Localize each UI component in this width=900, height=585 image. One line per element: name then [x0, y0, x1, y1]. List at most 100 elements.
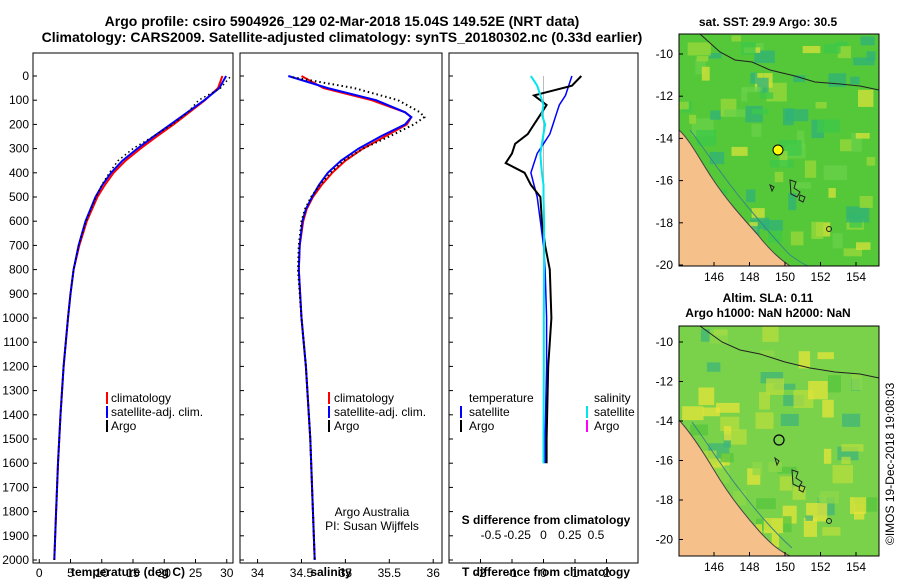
- map-color-patch: [790, 231, 804, 246]
- difference-xlabel: T difference from climatology: [462, 565, 630, 579]
- temperature-series: [53, 75, 231, 561]
- legend-climatology-label: climatology: [334, 391, 394, 405]
- map-color-patch: [768, 462, 782, 472]
- depth-tick-label: 1900: [2, 529, 29, 543]
- depth-tick-label: 1300: [2, 384, 29, 398]
- sla-north-coast: [699, 325, 880, 379]
- sla-map: [678, 325, 880, 557]
- map-color-patch: [731, 35, 741, 42]
- sst-lat-label: -12: [656, 89, 674, 103]
- map-color-patch: [741, 88, 748, 102]
- salinity-tick-label: 34.5: [290, 566, 314, 580]
- credit-line2: PI: Susan Wijffels: [325, 519, 419, 533]
- satellite-adj-clim--line: [288, 75, 413, 561]
- depth-tick-label: 400: [9, 166, 29, 180]
- map-color-patch: [817, 352, 834, 360]
- s-difference-tick-label: -0.25: [504, 528, 532, 542]
- depth-tick-label: 1100: [3, 335, 29, 349]
- sst-argo-position: [772, 144, 784, 156]
- legend-argo-label: Argo: [111, 419, 137, 433]
- sla-map-frame: [678, 325, 880, 557]
- map-color-patch: [716, 402, 740, 413]
- map-color-patch: [696, 56, 709, 62]
- sla-reef-circle: [826, 518, 832, 524]
- salinity-panel-frame: [239, 52, 443, 564]
- map-color-patch: [850, 76, 860, 85]
- legend-s-satellite-label: satellite: [594, 405, 635, 419]
- map-color-patch: [843, 248, 862, 257]
- sst-lon-label: 148: [739, 270, 759, 284]
- map-color-patch: [788, 193, 797, 211]
- legend-t-satellite-label: satellite: [469, 405, 510, 419]
- sst-reef-circle: [826, 226, 832, 232]
- map-color-patch: [793, 75, 806, 83]
- sla-lon-label: 154: [846, 560, 866, 574]
- map-color-patch: [860, 36, 875, 46]
- temperature-x-axis: 0 5 10 15 20 25 30: [36, 559, 234, 580]
- sla-lat-label: -16: [656, 454, 674, 468]
- map-color-patch: [802, 46, 821, 54]
- map-color-patch: [751, 208, 765, 220]
- map-color-patch: [695, 58, 706, 75]
- temperature-tick-label: 0: [36, 566, 43, 580]
- map-color-patch: [859, 196, 873, 208]
- sst-lat-label: -20: [656, 258, 674, 272]
- map-color-patch: [855, 133, 870, 139]
- depth-tick-label: 600: [9, 214, 29, 228]
- map-color-patch: [723, 434, 731, 448]
- climatology-line: [297, 75, 413, 561]
- map-color-patch: [759, 392, 770, 410]
- map-color-patch: [851, 133, 862, 152]
- map-color-patch: [750, 217, 770, 229]
- map-color-patch: [709, 151, 725, 165]
- temperature-tick-label: 30: [220, 566, 234, 580]
- map-color-patch: [723, 109, 746, 117]
- difference-legend: temperature satellite Argo salinity sate…: [460, 391, 635, 527]
- depth-tick-label: 2000: [2, 553, 29, 567]
- map-color-patch: [866, 51, 876, 61]
- temperature-tick-label: 20: [158, 566, 172, 580]
- depth-tick-label: 300: [9, 142, 29, 156]
- sla-reefs: [774, 456, 806, 493]
- depth-tick-label: 200: [9, 117, 29, 131]
- map-color-patch: [828, 188, 836, 198]
- depth-axis: 0 100 200 300 400 500 600 700 800 900 1000 1100 1200…: [2, 69, 453, 567]
- map-color-patch: [730, 429, 747, 445]
- map-color-patch: [853, 57, 875, 66]
- map-color-patch: [841, 444, 864, 452]
- sla-lon-label: 152: [810, 560, 830, 574]
- difference-tick-label: -1: [507, 566, 518, 580]
- temperature-tick-label: 10: [95, 566, 109, 580]
- difference-tick-label: 2: [603, 566, 610, 580]
- map-color-patch: [755, 412, 774, 429]
- legend-satellite-label: satellite-adj. clim.: [334, 405, 426, 419]
- salinity-legend: climatology satellite-adj. clim. Argo Ar…: [325, 391, 426, 533]
- map-color-patch: [723, 426, 732, 441]
- map-color-patch: [815, 102, 827, 109]
- depth-tick-label: 1500: [2, 432, 29, 446]
- depth-tick-label: 1000: [2, 311, 29, 325]
- map-color-patch: [858, 89, 874, 107]
- sst-map-title: sat. SST: 29.9 Argo: 30.5: [699, 15, 838, 29]
- s-difference-tick-label: 0.25: [558, 528, 582, 542]
- map-color-patch: [731, 146, 748, 156]
- temperature-satellite-line: [530, 75, 573, 464]
- map-color-patch: [803, 517, 817, 537]
- sst-lon-label: 152: [810, 270, 830, 284]
- map-color-patch: [771, 532, 779, 548]
- legend-t-argo-label: Argo: [469, 419, 495, 433]
- map-color-patch: [780, 413, 799, 426]
- figure-title-line1: Argo profile: csiro 5904926_129 02-Mar-2…: [105, 13, 580, 29]
- sla-lon-label: 146: [704, 560, 724, 574]
- temperature-tick-label: 25: [189, 566, 203, 580]
- map-color-patch: [832, 233, 843, 249]
- map-color-patch: [779, 151, 788, 167]
- sla-map-title2: Argo h1000: NaN h2000: NaN: [685, 306, 850, 320]
- map-color-patch: [709, 53, 722, 59]
- map-color-patch: [866, 157, 876, 166]
- sst-reefs: [769, 179, 806, 203]
- sst-lon-label: 154: [846, 270, 866, 284]
- sst-lat-label: -16: [656, 174, 674, 188]
- map-color-patch: [687, 42, 711, 56]
